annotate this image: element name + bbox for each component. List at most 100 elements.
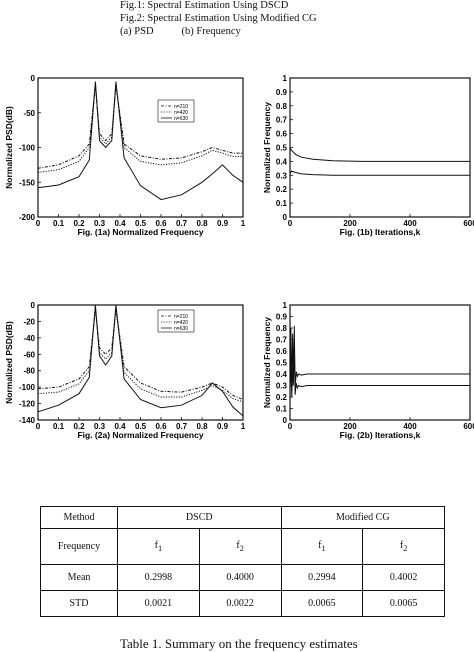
plot-frame: [289, 77, 471, 218]
summary-table: Method DSCD Modified CG Frequency f1 f2 …: [40, 506, 445, 617]
x-axis-label: Fig. (1a) Normalized Frequency: [77, 227, 203, 237]
y-tick-label: 0.5: [276, 359, 288, 368]
dscd-f1-header: f1: [117, 528, 200, 565]
y-tick-label: 0.2: [276, 393, 288, 402]
x-tick-label: 0: [36, 422, 41, 431]
y-axis-label: Normalized Frequency: [262, 102, 272, 193]
figure-plots: 0 0.1 0.2 0.3 0.4 0.5 0.6 0.7 0.8 0.9 1 0 -50 -100 -15…: [4, 74, 474, 440]
x-tick-label: 1: [241, 219, 246, 228]
x-tick-label: 0.8: [196, 219, 208, 228]
table-row: STD 0.0021 0.0022 0.0065 0.0065: [40, 590, 445, 617]
x-axis-label: Fig. (2a) Normalized Frequency: [77, 430, 203, 440]
y-tick-label: 0.2: [276, 185, 288, 194]
x-tick-label: 0.4: [114, 422, 126, 431]
x-tick-label: 0.9: [217, 219, 229, 228]
x-tick-label: 0.4: [114, 219, 126, 228]
legend-label: n=210: [174, 314, 188, 320]
y-tick-label: 0: [283, 213, 288, 222]
x-tick-label: 600: [463, 219, 474, 228]
series-line: [289, 147, 470, 162]
table-cell: 0.0065: [280, 590, 364, 617]
y-tick-label: 0.9: [276, 88, 288, 97]
x-tick-label: 0.3: [94, 422, 106, 431]
table-cell: 0.4002: [362, 564, 445, 591]
row-label: STD: [40, 590, 118, 617]
table-frequency-row: Frequency f1 f2 f1 f2: [40, 528, 445, 565]
y-tick-label: 0.8: [276, 324, 288, 333]
series-line: [289, 325, 470, 392]
x-tick-label: 600: [463, 422, 474, 431]
x-tick-label: 0.8: [196, 422, 208, 431]
legend-label: n=630: [174, 116, 188, 122]
header-frequency-label: (b) Frequency: [181, 26, 241, 37]
y-tick-label: -20: [23, 317, 35, 326]
x-tick-label: 0.1: [53, 219, 65, 228]
y-axis-label: Normalized Frequency: [262, 317, 272, 408]
y-tick-label: 0.3: [276, 382, 288, 391]
dscd-f2-header: f2: [198, 528, 282, 565]
y-tick-label: 0.9: [276, 313, 288, 322]
frequency-header: Frequency: [40, 528, 118, 565]
header-line-3: (a) PSD (b) Frequency: [120, 26, 241, 38]
series-line: [37, 309, 244, 400]
x-tick-label: 0: [36, 219, 41, 228]
legend-label: n=420: [174, 110, 188, 116]
series-line: [289, 339, 470, 398]
table-cell: 0.2994: [280, 564, 364, 591]
table-cell: 0.4000: [198, 564, 282, 591]
x-tick-label: 0.7: [176, 219, 188, 228]
x-tick-label: 0.3: [94, 219, 106, 228]
x-tick-label: 400: [403, 422, 417, 431]
row-label: Mean: [40, 564, 118, 591]
table-cell: 0.0022: [198, 590, 282, 617]
y-tick-label: -80: [23, 367, 35, 376]
chart-fig1a: 0 0.1 0.2 0.3 0.4 0.5 0.6 0.7 0.8 0.9 1 0 -50 -100 -15…: [4, 74, 246, 237]
x-tick-label: 0.1: [53, 422, 65, 431]
y-tick-label: 0.6: [276, 130, 288, 139]
header-psd-label: (a) PSD: [120, 26, 154, 37]
y-tick-label: 0.8: [276, 102, 288, 111]
legend-label: n=210: [174, 104, 188, 110]
y-tick-label: 0.6: [276, 347, 288, 356]
x-tick-label: 0: [288, 422, 293, 431]
table-caption: Table 1. Summary on the frequency estima…: [120, 636, 358, 651]
y-tick-label: -150: [19, 178, 36, 187]
plot-frame: [289, 304, 471, 421]
x-tick-label: 0.6: [155, 219, 167, 228]
table-row: Mean 0.2998 0.4000 0.2994 0.4002: [40, 564, 445, 591]
x-tick-label: 0.5: [135, 219, 147, 228]
y-tick-label: 0.1: [276, 199, 288, 208]
chart-fig2a: 0 0.1 0.2 0.3 0.4 0.5 0.6 0.7 0.8 0.9 1 0 -20 -40 -60 -…: [4, 301, 246, 440]
mcg-f1-header: f1: [280, 528, 364, 565]
y-tick-label: -120: [19, 400, 36, 409]
series-line: [37, 84, 243, 169]
series-line: [37, 304, 244, 417]
x-tick-label: 0.9: [217, 422, 229, 431]
series-line: [37, 84, 243, 173]
y-tick-label: -200: [19, 213, 36, 222]
series-line: [289, 170, 470, 176]
y-tick-label: -140: [19, 416, 36, 425]
chart-fig2b: 020040060000.10.20.30.40.50.60.70.80.91F…: [262, 301, 474, 440]
x-axis-label: Fig. (1b) Iterations,k: [340, 227, 421, 237]
y-tick-label: 0.7: [276, 336, 288, 345]
legend-label: n=420: [174, 320, 188, 326]
x-tick-label: 1: [241, 422, 246, 431]
legend-box: [157, 309, 195, 333]
y-tick-label: 0.4: [276, 157, 288, 166]
header-line-2: Fig.2: Spectral Estimation Using Modifie…: [120, 13, 317, 24]
method-header: Method: [40, 506, 118, 529]
dscd-header: DSCD: [117, 506, 282, 529]
y-tick-label: 1: [283, 301, 288, 310]
y-tick-label: -100: [19, 144, 36, 153]
x-tick-label: 0.2: [73, 219, 85, 228]
legend-box: [157, 99, 195, 123]
series-line: [37, 81, 244, 201]
y-tick-label: -50: [23, 109, 35, 118]
table-cell: 0.0021: [117, 590, 200, 617]
x-tick-label: 200: [343, 219, 357, 228]
y-tick-label: 0: [31, 301, 36, 310]
y-tick-label: -40: [23, 334, 35, 343]
y-axis-label: Normalized PSD(dB): [4, 321, 14, 404]
x-tick-label: 0.5: [135, 422, 147, 431]
